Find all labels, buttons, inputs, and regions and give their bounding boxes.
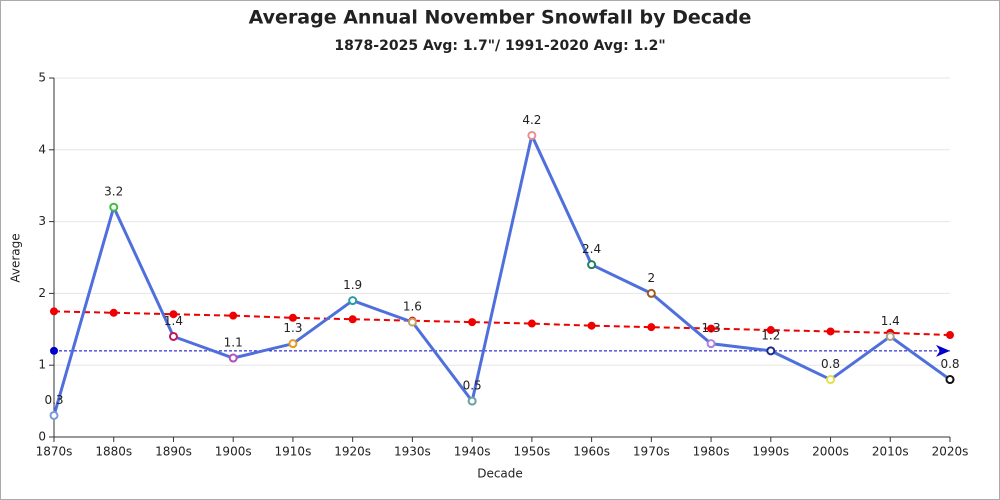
- x-tick-label: 2020s: [932, 445, 969, 459]
- point: [49, 410, 59, 420]
- point: [288, 313, 297, 322]
- point: [826, 375, 836, 385]
- reference-arrow: [936, 344, 950, 357]
- data-label: 1.2: [761, 328, 780, 342]
- y-tick-label: 3: [38, 214, 46, 228]
- point: [288, 339, 298, 349]
- data-label: 1.4: [881, 314, 900, 328]
- x-tick-label: 2010s: [872, 445, 909, 459]
- x-tick-label: 1870s: [36, 445, 73, 459]
- data-label: 2.4: [582, 242, 601, 256]
- point: [109, 308, 118, 317]
- y-tick-label: 1: [38, 358, 46, 372]
- point: [109, 202, 119, 212]
- x-tick-label: 1930s: [394, 445, 431, 459]
- y-tick-label: 4: [38, 142, 46, 156]
- point: [885, 331, 895, 341]
- x-tick-label: 1910s: [275, 445, 312, 459]
- chart-title: Average Annual November Snowfall by Deca…: [249, 7, 752, 29]
- point: [348, 296, 358, 306]
- x-tick-label: 1940s: [454, 445, 491, 459]
- x-axis-label: Decade: [477, 467, 523, 481]
- point: [766, 326, 775, 335]
- point: [468, 318, 477, 327]
- point: [587, 260, 597, 270]
- y-tick-label: 0: [38, 430, 46, 444]
- point: [587, 321, 596, 330]
- x-tick-label: 1980s: [693, 445, 730, 459]
- data-label: 1.3: [702, 321, 721, 335]
- reference-start: [50, 346, 58, 355]
- point: [646, 288, 656, 298]
- data-label: 1.6: [403, 300, 422, 314]
- point: [945, 375, 955, 385]
- point: [826, 327, 835, 336]
- y-tick-label: 5: [38, 71, 46, 85]
- x-tick-label: 1950s: [513, 445, 550, 459]
- data-label: 0.5: [463, 379, 482, 393]
- point: [946, 331, 954, 340]
- point: [766, 346, 776, 356]
- y-axis-label: Average: [9, 233, 23, 282]
- x-tick-label: 1900s: [215, 445, 252, 459]
- point: [168, 331, 178, 341]
- data-label: 1.1: [224, 336, 243, 350]
- point: [228, 353, 238, 363]
- point: [229, 311, 238, 320]
- data-label: 0.8: [821, 357, 840, 371]
- data-label: 1.4: [164, 314, 183, 328]
- chart-subtitle: 1878-2025 Avg: 1.7"/ 1991-2020 Avg: 1.2": [334, 38, 665, 54]
- x-tick-label: 2000s: [812, 445, 849, 459]
- data-label: 1.9: [343, 278, 362, 292]
- point: [527, 319, 536, 328]
- point: [348, 315, 357, 324]
- y-tick-label: 2: [38, 286, 46, 300]
- point: [647, 323, 656, 332]
- point: [169, 310, 178, 319]
- point: [50, 307, 58, 316]
- x-tick-label: 1890s: [155, 445, 192, 459]
- x-tick-label: 1970s: [633, 445, 670, 459]
- series-line: [52, 130, 951, 416]
- point: [527, 130, 537, 140]
- x-tick-label: 1920s: [334, 445, 371, 459]
- x-tick-label: 1990s: [752, 445, 789, 459]
- point: [707, 324, 716, 333]
- data-label: 2: [648, 271, 656, 285]
- data-label: 3.2: [104, 185, 123, 199]
- data-label: 1.3: [283, 321, 302, 335]
- data-label: 4.2: [522, 113, 541, 127]
- x-tick-label: 1960s: [573, 445, 610, 459]
- x-tick-label: 1880s: [95, 445, 132, 459]
- point: [407, 317, 417, 327]
- data-label: 0.8: [940, 357, 959, 371]
- data-label: 0.3: [44, 393, 63, 407]
- point: [706, 339, 716, 349]
- point: [467, 396, 477, 406]
- series-line: [53, 310, 951, 337]
